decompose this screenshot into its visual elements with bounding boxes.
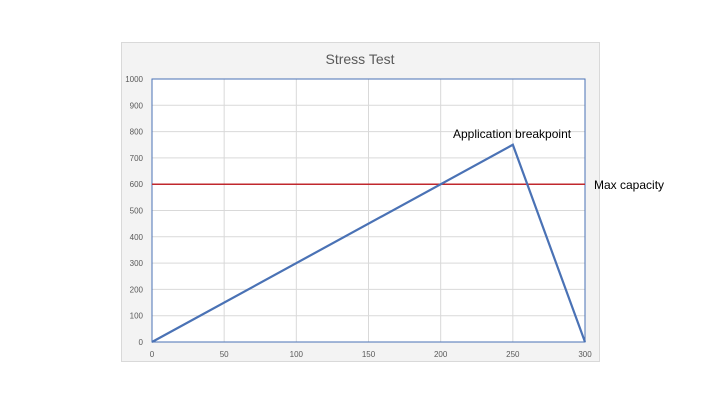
x-tick-label: 150 (362, 350, 376, 359)
y-tick-label: 100 (130, 312, 144, 321)
chart-title: Stress Test (326, 51, 395, 67)
y-tick-label: 600 (130, 180, 144, 189)
x-tick-label: 250 (506, 350, 520, 359)
y-tick-label: 800 (130, 128, 144, 137)
x-tick-label: 100 (290, 350, 304, 359)
chart-svg: Stress Test 0100200300400500600700800900… (125, 51, 592, 359)
chart-area: Stress Test 0 100 200 300 400 500 600 700 800 900… (121, 42, 600, 362)
x-tick-label: 300 (578, 350, 592, 359)
y-tick-label: 400 (130, 233, 144, 242)
y-tick-label: 500 (130, 207, 144, 216)
x-tick-label: 50 (220, 350, 229, 359)
plot-area: 0 100 200 300 400 500 600 700 800 900 1000 0 50 100 15… (125, 75, 592, 359)
x-tick-label: 200 (434, 350, 448, 359)
y-tick-label: 300 (130, 259, 144, 268)
y-tick-label: 200 (130, 285, 144, 294)
x-tick-label: 0 (150, 350, 155, 359)
y-tick-label: 1000 (125, 75, 143, 84)
plot-border (151, 78, 586, 343)
y-tick-label: 900 (130, 101, 144, 110)
breakpoint-annotation: Application breakpoint (453, 127, 572, 141)
y-tick-label: 0 (139, 338, 144, 347)
max-capacity-annotation: Max capacity (594, 178, 665, 192)
y-tick-label: 700 (130, 154, 144, 163)
